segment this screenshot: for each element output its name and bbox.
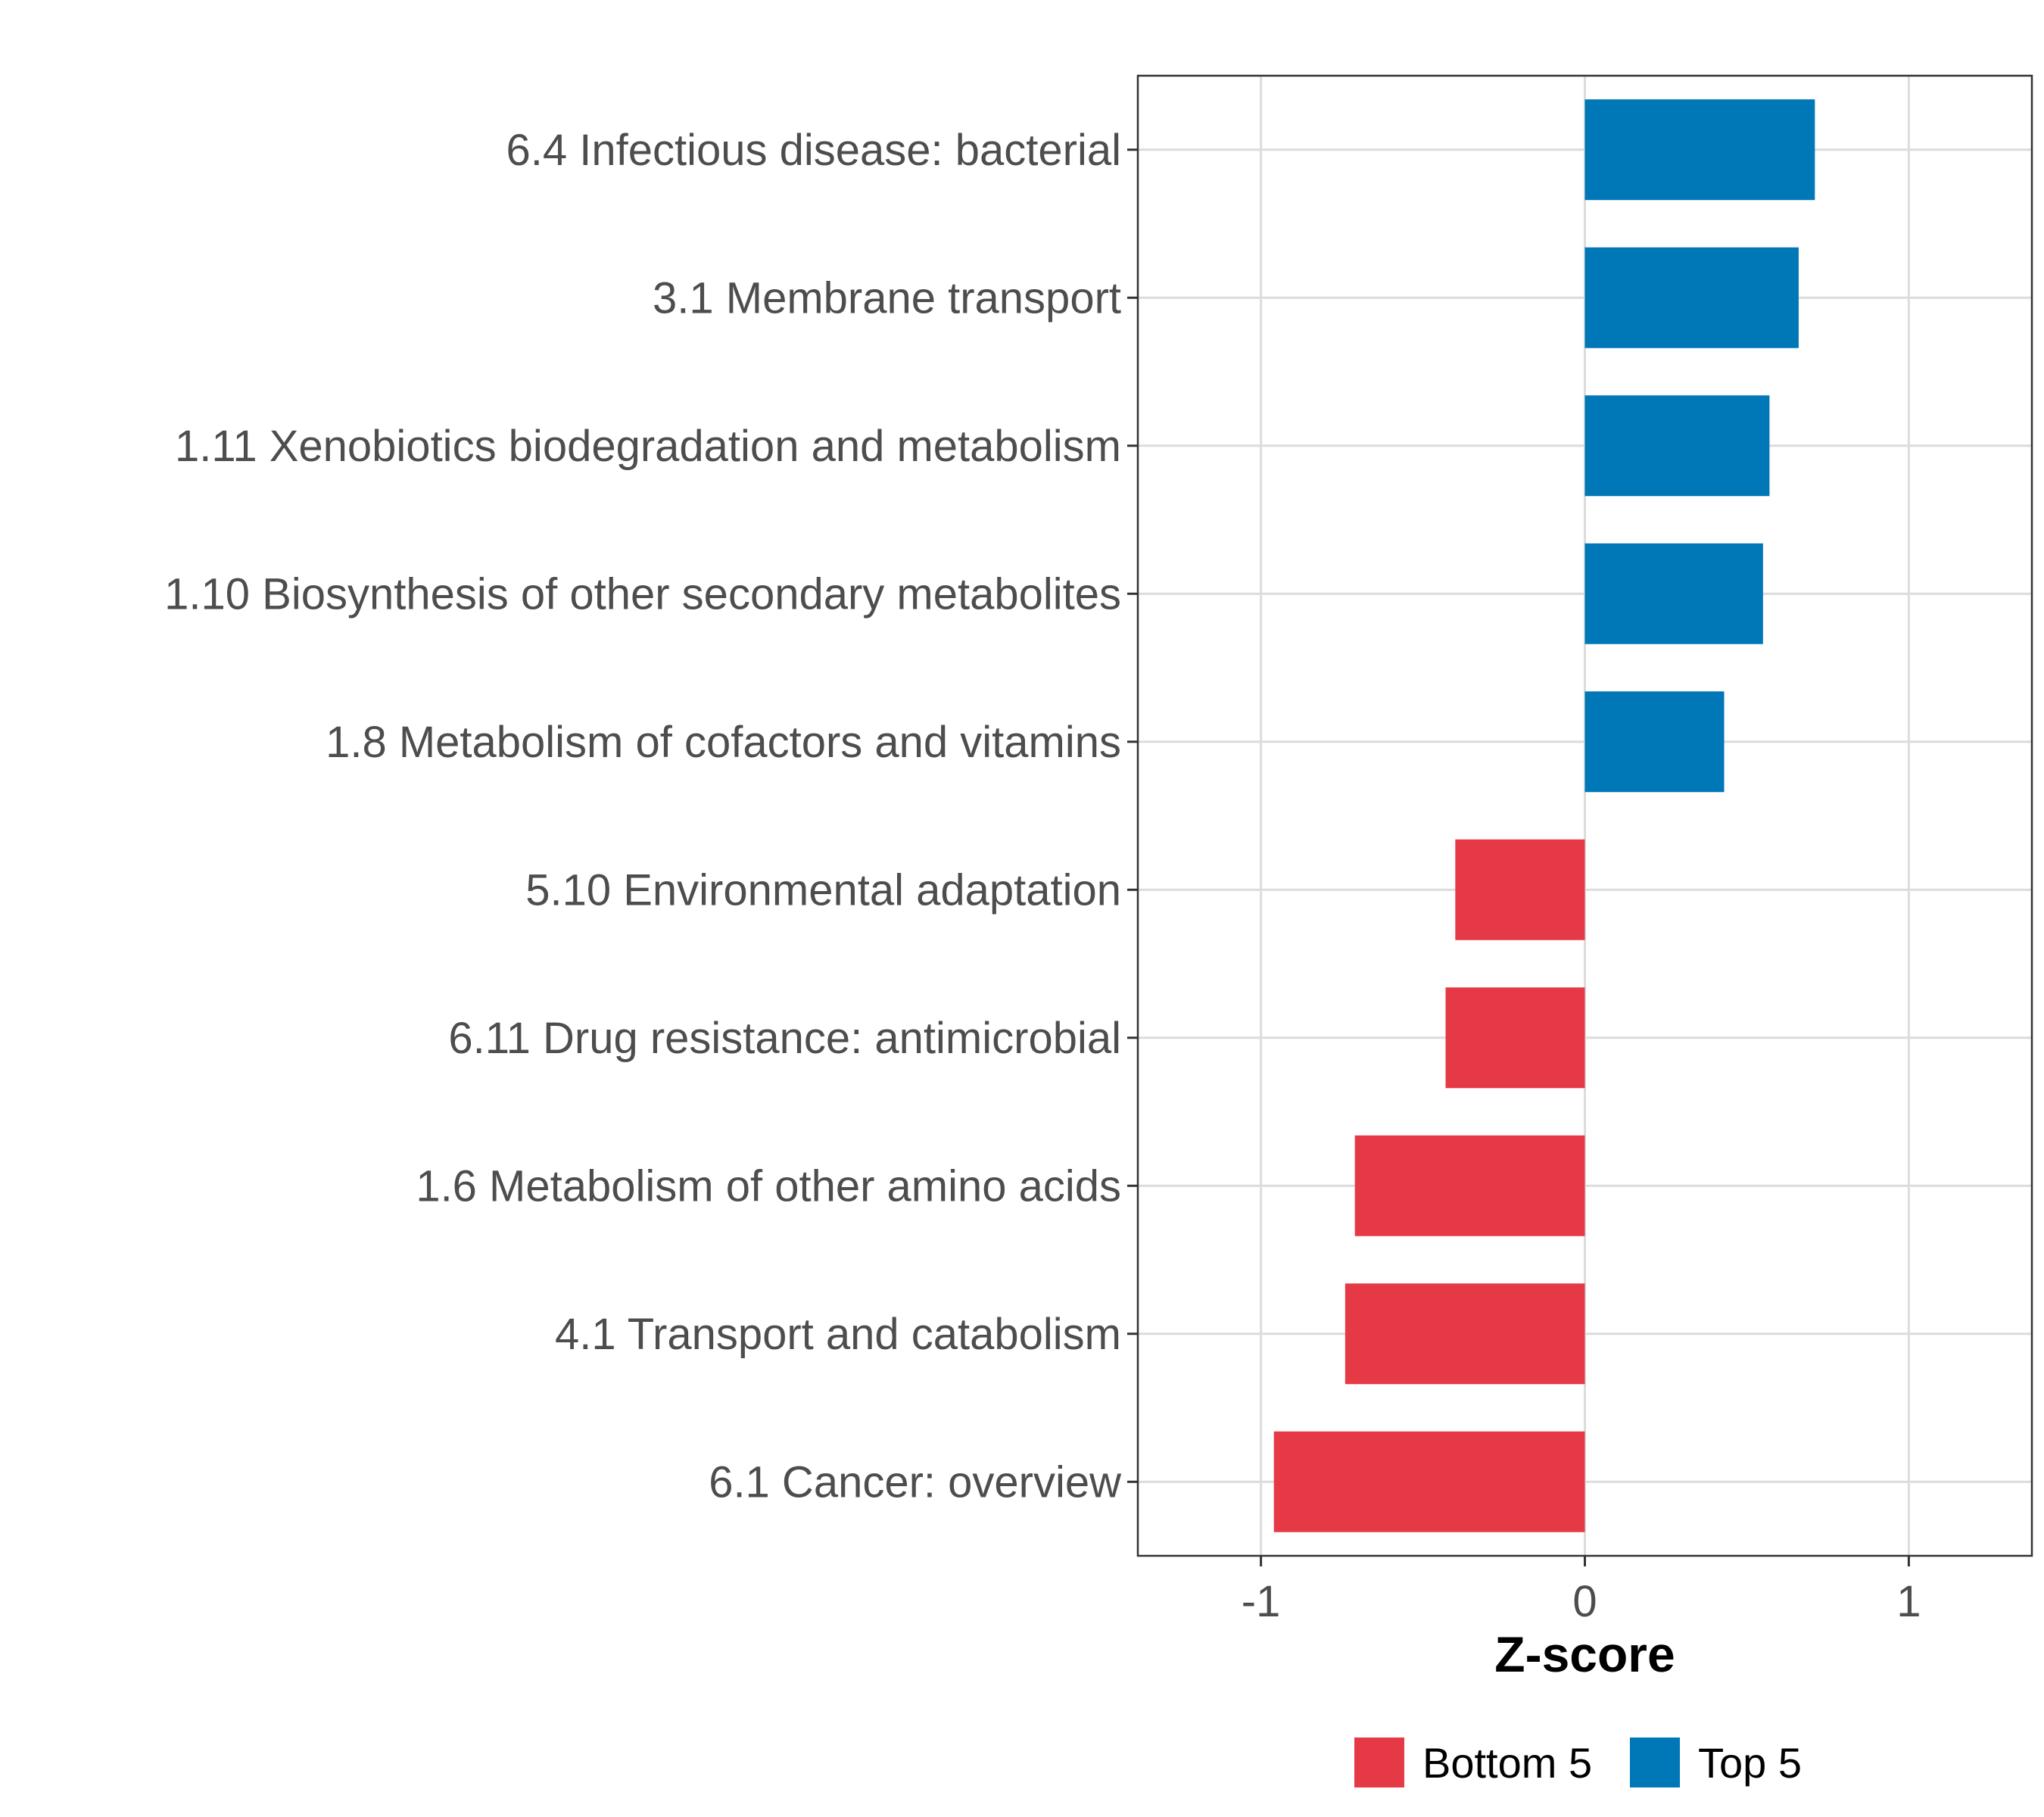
bar (1584, 99, 1815, 201)
legend-key (1354, 1738, 1404, 1787)
legend-label: Top 5 (1698, 1739, 1802, 1787)
bar (1344, 1283, 1585, 1385)
y-tick-label: 6.11 Drug resistance: antimicrobial (448, 1014, 1121, 1063)
bar (1273, 1431, 1585, 1532)
x-tick-label: -1 (1242, 1577, 1281, 1626)
x-tick-label: 0 (1572, 1577, 1597, 1626)
y-tick-label: 1.6 Metabolism of other amino acids (416, 1161, 1121, 1211)
legend: Bottom 5 Top 5 (1354, 1738, 1802, 1787)
bar (1584, 247, 1799, 348)
x-axis: -1 0 1 (1242, 1556, 1921, 1626)
x-axis-title: Z-score (1494, 1626, 1675, 1682)
y-tick-label: 6.1 Cancer: overview (709, 1457, 1122, 1507)
y-tick-label: 6.4 Infectious disease: bacterial (506, 126, 1121, 175)
bar (1354, 1135, 1585, 1236)
y-axis: 6.4 Infectious disease: bacterial 3.1 Mem… (164, 126, 1138, 1507)
y-tick-label: 4.1 Transport and catabolism (555, 1310, 1121, 1359)
bar (1584, 543, 1763, 644)
y-tick-label: 5.10 Environmental adaptation (525, 865, 1121, 915)
bars (1273, 99, 1815, 1532)
x-tick-label: 1 (1896, 1577, 1921, 1626)
bar (1455, 839, 1585, 940)
y-tick-label: 1.11 Xenobiotics biodegradation and meta… (175, 422, 1121, 471)
legend-key (1630, 1738, 1680, 1787)
bar (1445, 987, 1585, 1089)
bar (1584, 691, 1725, 793)
y-tick-label: 3.1 Membrane transport (653, 273, 1121, 323)
bar (1584, 395, 1770, 497)
y-tick-label: 1.10 Biosynthesis of other secondary met… (164, 569, 1121, 619)
legend-label: Bottom 5 (1422, 1739, 1592, 1787)
y-tick-label: 1.8 Metabolism of cofactors and vitamins (326, 718, 1121, 767)
